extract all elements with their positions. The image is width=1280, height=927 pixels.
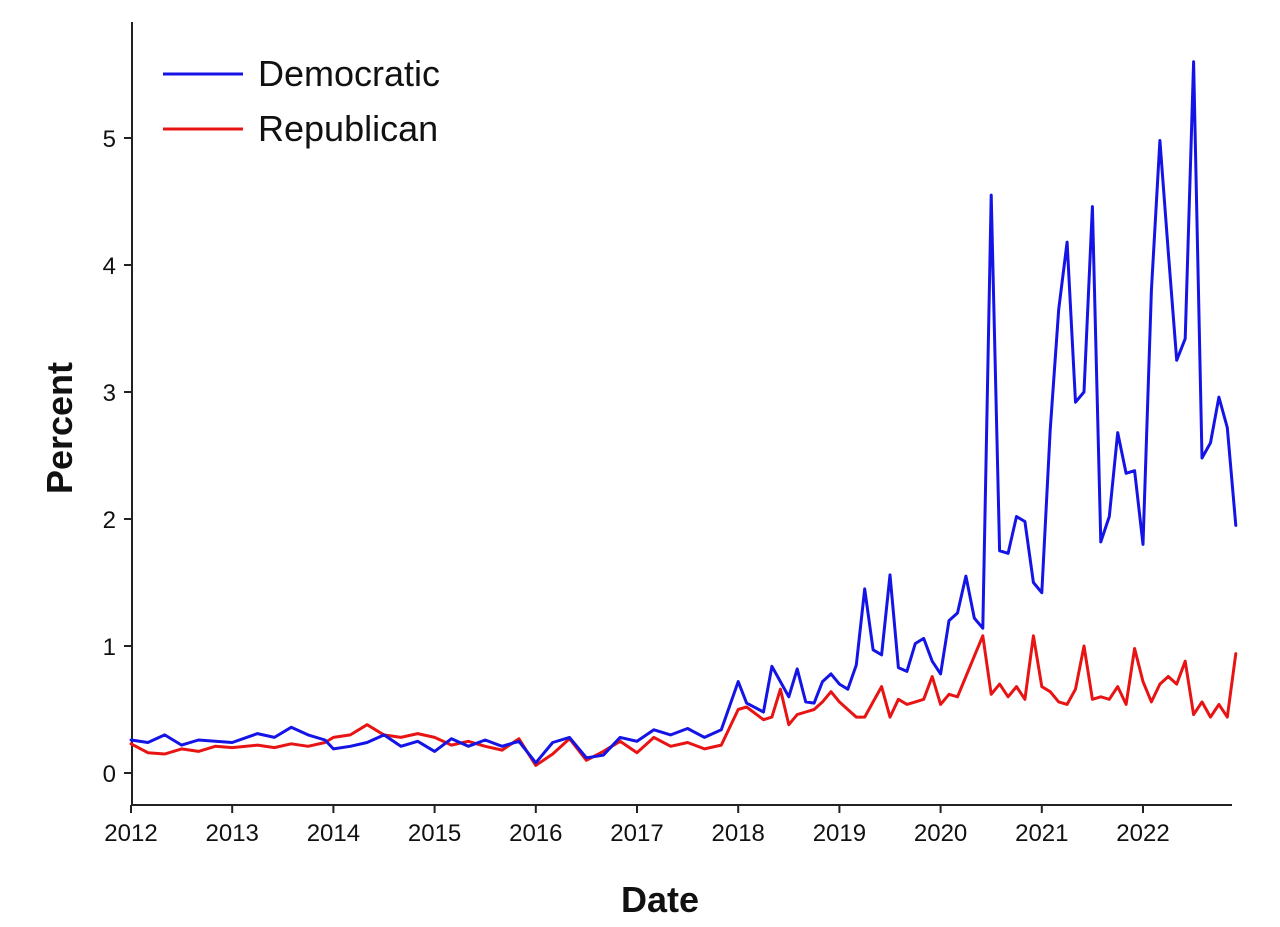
- series-line-republican: [129, 634, 1238, 767]
- x-tick-label: 2015: [408, 820, 461, 847]
- x-tick-label: 2019: [813, 820, 866, 847]
- x-tick-label: 2020: [914, 820, 967, 847]
- y-tick-label: 0: [103, 761, 116, 788]
- y-tick-label: 2: [103, 507, 116, 534]
- legend-label-republican: Republican: [258, 108, 438, 149]
- x-tick-label: 2016: [509, 820, 562, 847]
- y-axis-title: Percent: [39, 362, 80, 494]
- x-tick-label: 2021: [1015, 820, 1068, 847]
- y-ticks: 0 1 2 3 4 5: [103, 126, 132, 788]
- legend-label-democratic: Democratic: [258, 53, 440, 94]
- legend: Democratic Republican: [163, 53, 440, 149]
- y-tick-label: 4: [103, 253, 116, 280]
- x-tick-label: 2022: [1116, 820, 1169, 847]
- series-line-democratic: [129, 60, 1238, 765]
- series-group: [129, 60, 1238, 767]
- y-tick-label: 3: [103, 380, 116, 407]
- x-tick-label: 2014: [307, 820, 360, 847]
- y-tick-label: 5: [103, 126, 116, 153]
- x-tick-label: 2018: [712, 820, 765, 847]
- y-tick-label: 1: [103, 634, 116, 661]
- x-tick-label: 2013: [206, 820, 259, 847]
- x-tick-label: 2017: [610, 820, 663, 847]
- x-axis-title: Date: [621, 879, 699, 920]
- x-tick-label: 2012: [104, 820, 157, 847]
- x-ticks: 2012 2013 2014 2015 2016 2017 2018 2019 2020 2021…: [104, 805, 1170, 847]
